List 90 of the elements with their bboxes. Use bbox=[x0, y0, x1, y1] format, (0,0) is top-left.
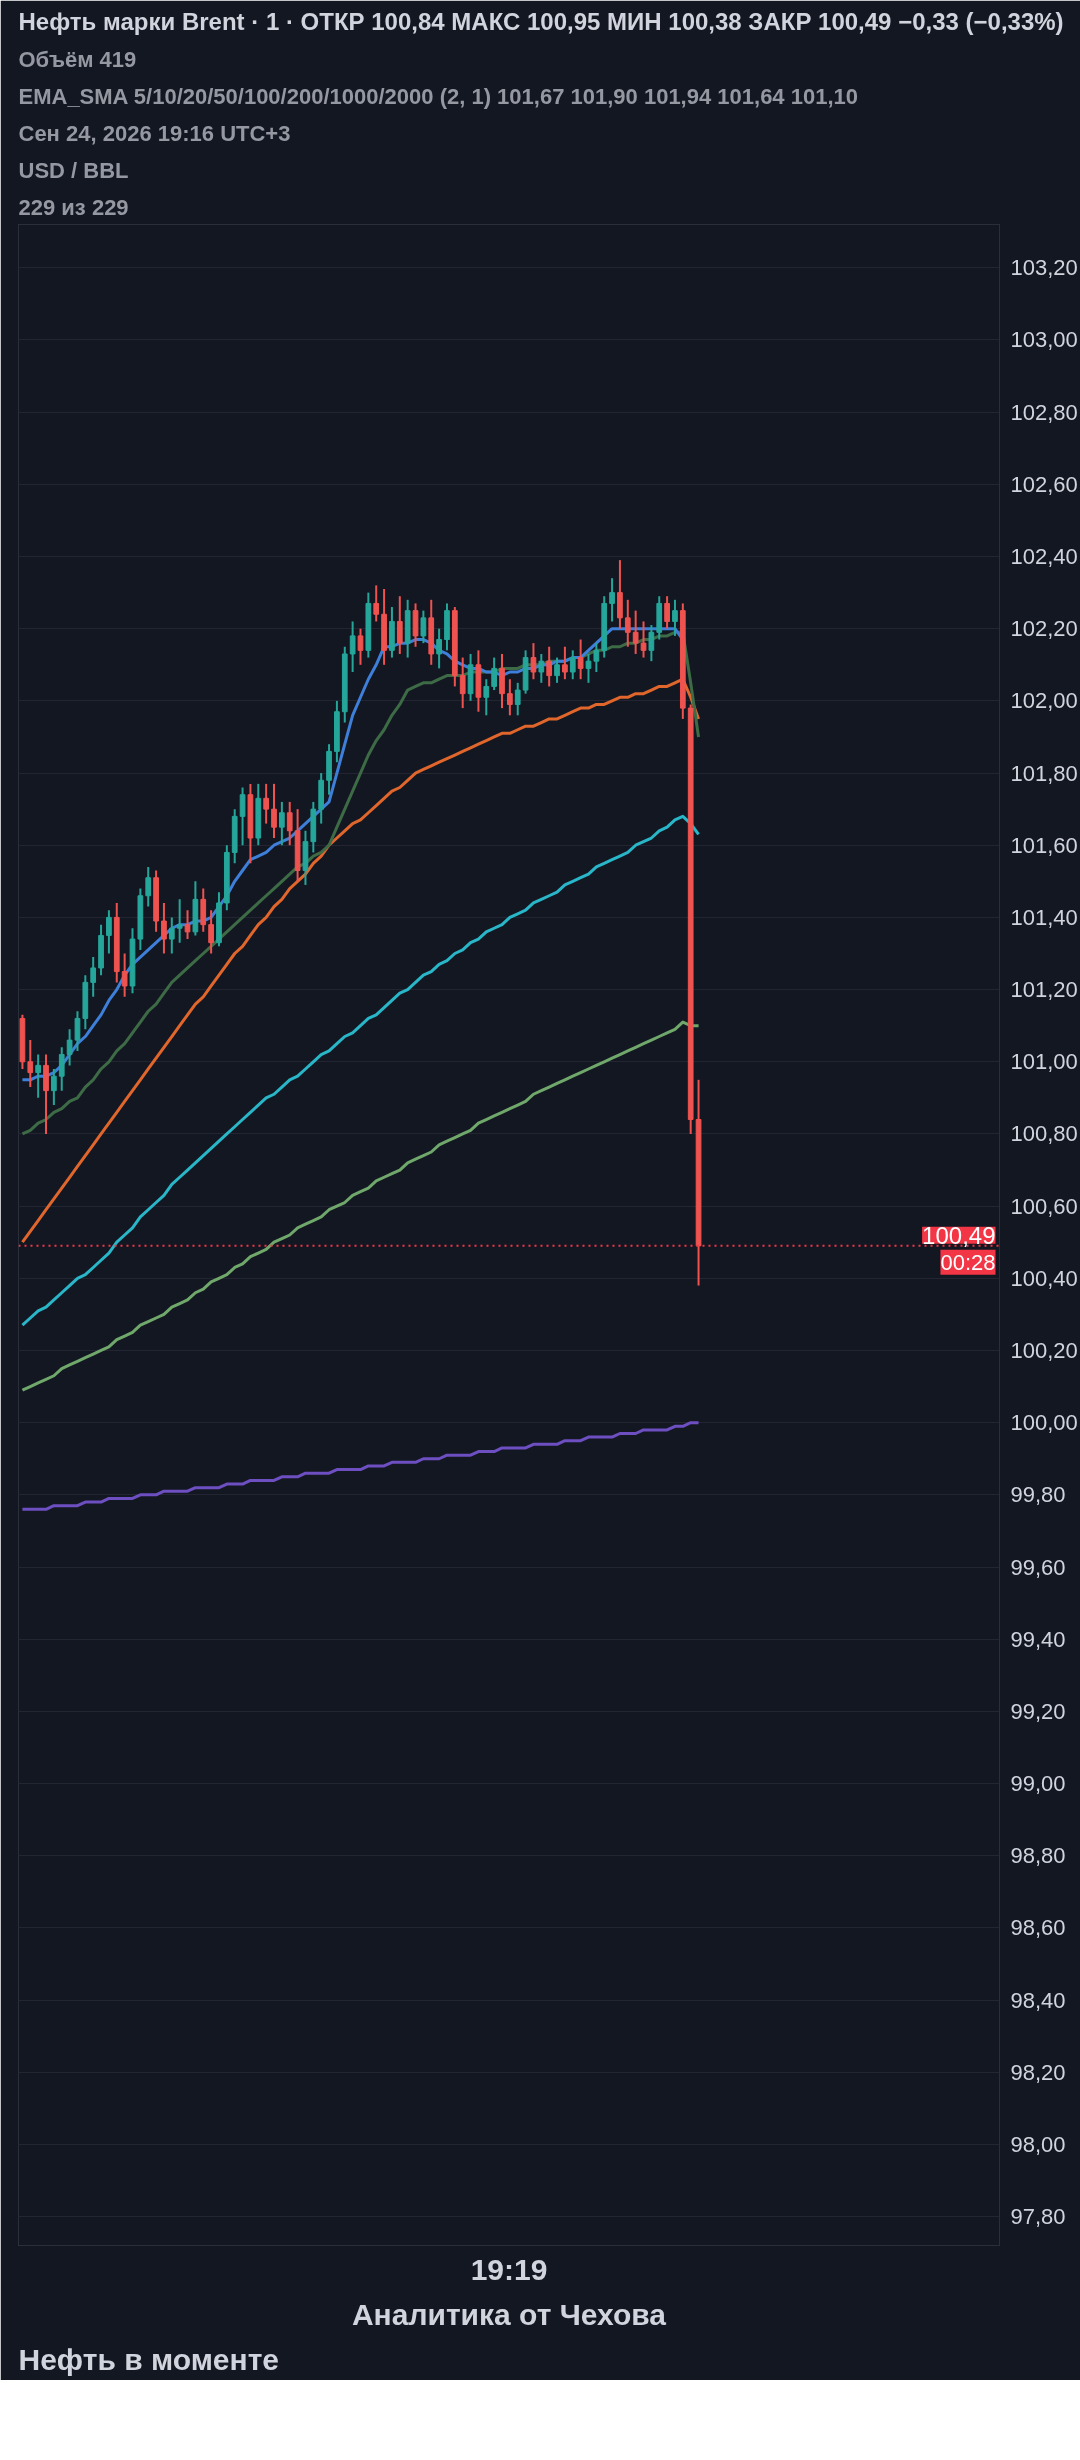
y-tick-label: 99,00 bbox=[1010, 1771, 1066, 1797]
candlestick bbox=[672, 598, 678, 637]
candlestick bbox=[357, 627, 364, 666]
candlestick bbox=[538, 652, 545, 684]
text: EMA_SMA 5/10/20/50/100/200/1000/2000 (2, 1) 101,67 101,90 101,94 101,64 101,10 bbox=[18, 83, 859, 109]
ref-line-label: 100,49 bbox=[922, 1221, 996, 1249]
text: Нефть в моменте bbox=[18, 2342, 280, 2376]
candlestick bbox=[176, 898, 183, 944]
candlestick bbox=[640, 620, 647, 659]
candlestick bbox=[569, 649, 576, 681]
y-tick-label: 101,20 bbox=[1010, 977, 1078, 1003]
annotation: 00:28 bbox=[940, 1249, 996, 1275]
candlestick bbox=[35, 1053, 42, 1099]
y-tick-label: 97,80 bbox=[1010, 2204, 1066, 2230]
candlestick bbox=[507, 678, 513, 717]
y-tick-label: 103,00 bbox=[1010, 327, 1078, 353]
line-series bbox=[20, 1020, 701, 1392]
candlestick bbox=[483, 678, 490, 717]
candlestick bbox=[459, 656, 466, 710]
y-tick-label: 100,00 bbox=[1010, 1410, 1078, 1436]
candlestick bbox=[491, 656, 497, 692]
text: 229 из 229 bbox=[18, 194, 129, 220]
y-tick-label: 102,60 bbox=[1010, 471, 1078, 497]
y-tick-label: 99,60 bbox=[1010, 1554, 1066, 1580]
y-tick-label: 99,80 bbox=[1010, 1482, 1066, 1508]
candlestick bbox=[593, 642, 600, 674]
candlestick bbox=[168, 916, 175, 955]
y-tick-label: 100,20 bbox=[1010, 1337, 1078, 1363]
y-tick-label: 102,80 bbox=[1010, 399, 1078, 425]
candlestick bbox=[546, 645, 553, 688]
y-tick-label: 98,40 bbox=[1010, 1987, 1066, 2013]
candlestick bbox=[239, 786, 246, 847]
y-tick-label: 101,80 bbox=[1010, 760, 1078, 786]
candlestick bbox=[396, 595, 403, 655]
candlestick bbox=[27, 1039, 34, 1089]
candlestick bbox=[349, 620, 356, 674]
candlestick bbox=[664, 595, 670, 630]
candlestick bbox=[161, 901, 167, 955]
candlestick bbox=[585, 652, 592, 684]
text: 19:19 bbox=[470, 2252, 548, 2286]
y-tick-label: 100,80 bbox=[1010, 1121, 1078, 1147]
candlestick bbox=[74, 1010, 81, 1052]
y-tick-label: 102,20 bbox=[1010, 616, 1078, 642]
line-series bbox=[20, 814, 701, 1327]
candlestick bbox=[624, 598, 631, 648]
candlestick bbox=[208, 909, 214, 955]
text: USD / BBL bbox=[18, 157, 129, 183]
y-tick-label: 98,20 bbox=[1010, 2059, 1066, 2085]
candlestick bbox=[562, 645, 568, 681]
y-tick-label: 98,80 bbox=[1010, 1843, 1066, 1869]
y-tick-label: 99,20 bbox=[1010, 1698, 1066, 1724]
chart-subtitle: Объём 419 bbox=[18, 46, 137, 72]
y-tick-label: 100,40 bbox=[1010, 1265, 1078, 1291]
candlestick bbox=[58, 1046, 65, 1092]
candlestick bbox=[286, 800, 293, 847]
y-tick-label: 102,00 bbox=[1010, 688, 1078, 714]
y-tick-label: 100,60 bbox=[1010, 1193, 1078, 1219]
candlestick bbox=[66, 1028, 73, 1067]
y-tick-label: 98,00 bbox=[1010, 2131, 1066, 2157]
candlestick bbox=[577, 638, 584, 681]
y-tick-label: 101,60 bbox=[1010, 832, 1078, 858]
candlestick bbox=[263, 782, 270, 825]
text: Аналитика от Чехова bbox=[351, 2297, 667, 2331]
candlestick bbox=[530, 642, 537, 681]
y-tick-label: 101,00 bbox=[1010, 1049, 1078, 1075]
y-tick-label: 103,20 bbox=[1010, 255, 1078, 281]
candlestick bbox=[121, 952, 128, 998]
candlestick bbox=[90, 956, 97, 998]
y-tick-label: 98,60 bbox=[1010, 1915, 1066, 1941]
y-tick-label: 102,40 bbox=[1010, 544, 1078, 570]
candlestick bbox=[648, 624, 655, 663]
candlestick bbox=[554, 656, 560, 684]
candlestick bbox=[106, 909, 112, 955]
line-series bbox=[20, 1421, 701, 1511]
candlestick bbox=[420, 609, 427, 645]
candlestick bbox=[436, 627, 442, 670]
candlestick bbox=[271, 782, 277, 840]
candlestick bbox=[373, 584, 380, 623]
candlestick bbox=[514, 681, 521, 717]
candlestick bbox=[51, 1067, 57, 1107]
candlestick bbox=[145, 865, 152, 908]
candlestick bbox=[279, 800, 285, 847]
text: Сен 24, 2026 19:16 UTC+3 bbox=[18, 120, 291, 146]
y-tick-label: 101,40 bbox=[1010, 904, 1078, 930]
line-series bbox=[20, 677, 701, 1244]
y-tick-label: 99,40 bbox=[1010, 1626, 1066, 1652]
candlestick bbox=[184, 909, 191, 941]
candlestick bbox=[632, 609, 639, 655]
candlestick bbox=[609, 577, 615, 623]
chart-title: Нефть марки Brent · 1 · ОТКР 100,84 МАКС 100,95 МИН 100,38 ЗАКР 100,49 −0,33 (−0,33%) bbox=[18, 7, 1064, 35]
